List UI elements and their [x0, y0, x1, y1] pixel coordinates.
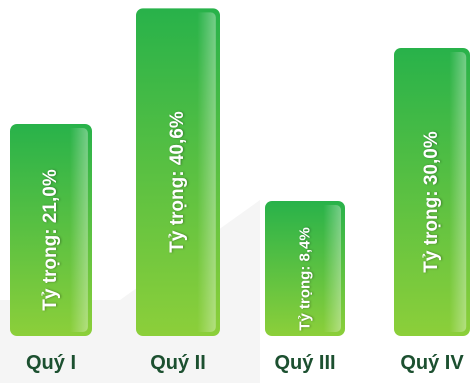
bar-label-q2: Tỷ trọng: 40,6% — [167, 111, 188, 253]
category-label-q3: Quý III — [274, 352, 336, 374]
bar-shine — [55, 128, 88, 332]
category-label-q4: Quý IV — [400, 352, 464, 374]
background-shape — [0, 200, 260, 383]
bar-group — [265, 201, 345, 336]
bar-label-q1: Tỷ trọng: 21,0% — [40, 169, 61, 311]
bar-label-q3: Tỷ trọng: 8,4% — [296, 226, 314, 331]
category-label-q2: Quý II — [150, 352, 206, 374]
bar-shine — [435, 52, 467, 332]
bar-group — [394, 48, 470, 336]
bar-shine — [309, 205, 341, 332]
bar-group — [10, 124, 92, 336]
bar-label-q4: Tỷ trọng: 30,0% — [421, 131, 442, 273]
bar-shine — [182, 12, 216, 332]
category-label-q1: Quý I — [25, 352, 77, 374]
bar-group — [136, 8, 220, 336]
